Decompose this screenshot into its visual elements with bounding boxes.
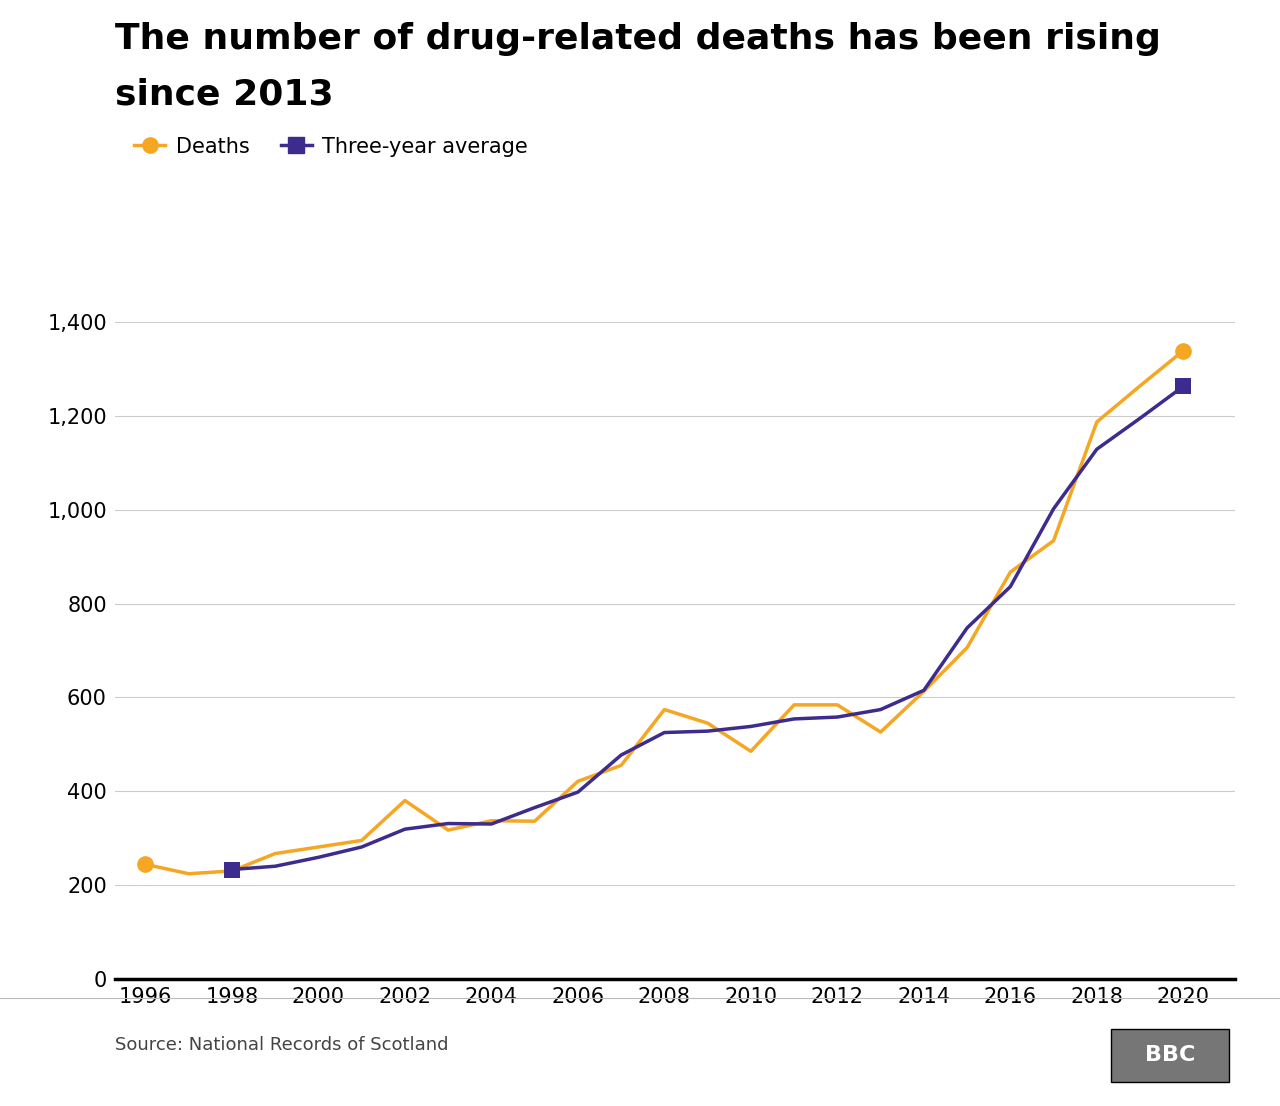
Text: Source: National Records of Scotland: Source: National Records of Scotland (115, 1036, 449, 1054)
Text: BBC: BBC (1144, 1045, 1196, 1065)
Text: since 2013: since 2013 (115, 77, 334, 112)
Text: The number of drug-related deaths has been rising: The number of drug-related deaths has be… (115, 22, 1161, 56)
Legend: Deaths, Three-year average: Deaths, Three-year average (125, 128, 536, 165)
